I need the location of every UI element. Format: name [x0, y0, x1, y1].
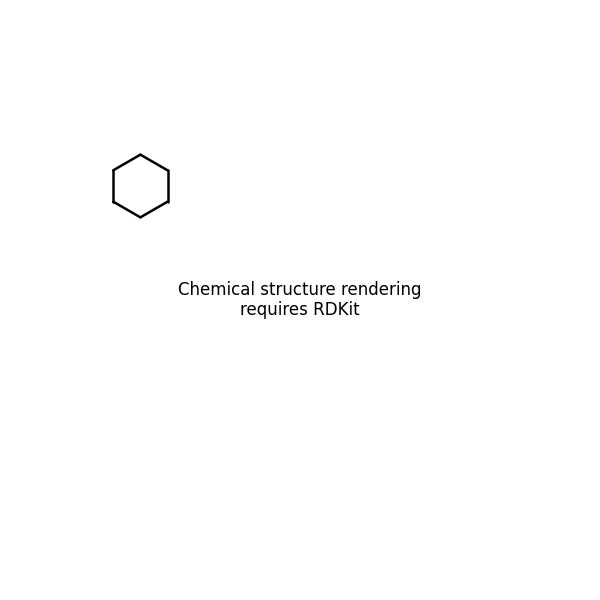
Text: Chemical structure rendering
requires RDKit: Chemical structure rendering requires RD… [178, 281, 422, 319]
